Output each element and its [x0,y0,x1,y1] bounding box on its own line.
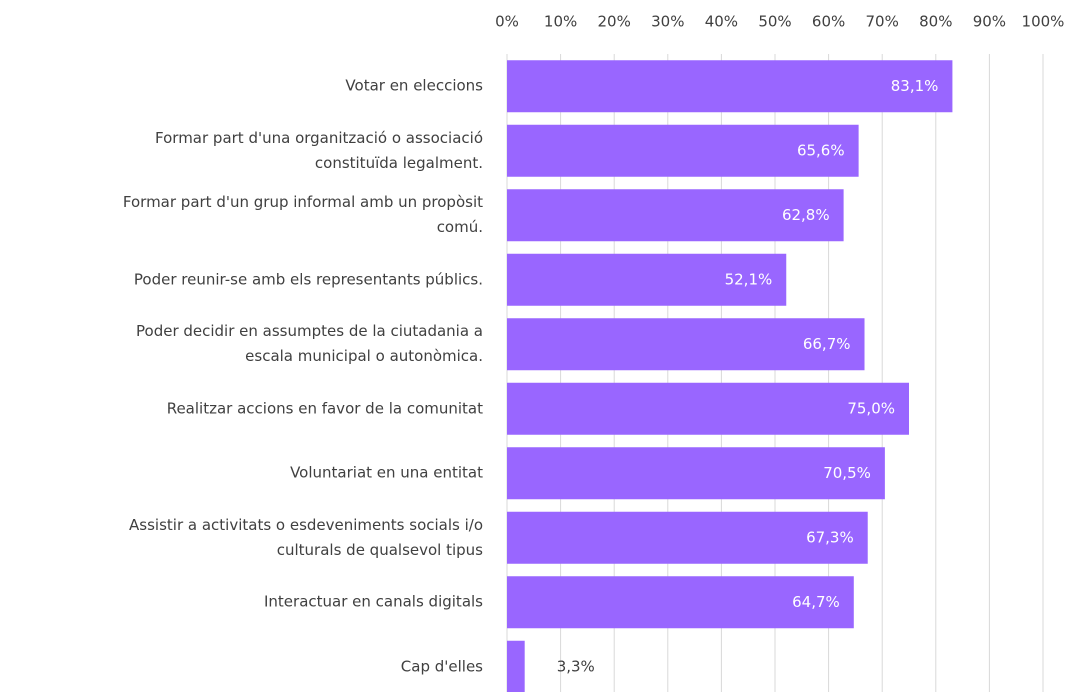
bar [507,447,885,500]
y-tick-label: Votar en eleccions [345,76,483,95]
value-label: 64,7% [792,593,840,611]
value-label: 83,1% [891,77,939,95]
y-tick-label: Formar part d'una organització o associa… [155,128,483,172]
y-tick-label: Assistir a activitats o esdeveniments so… [129,515,483,559]
x-tick-label: 0% [495,13,519,31]
x-tick-label: 70% [866,13,899,31]
x-tick-label: 40% [705,13,738,31]
value-label: 75,0% [847,399,895,417]
x-tick-label: 80% [919,13,952,31]
bar [507,124,859,177]
x-tick-label: 60% [812,13,845,31]
value-label: 65,6% [797,141,845,159]
bar [507,189,844,242]
bar [507,253,787,306]
bar [507,382,909,435]
value-label: 52,1% [725,270,773,288]
x-tick-label: 10% [544,13,577,31]
y-tick-label: Voluntariat en una entitat [290,463,483,482]
bar [507,318,865,371]
y-tick-label: Cap d'elles [400,657,483,676]
value-label: 3,3% [557,657,595,675]
y-tick-label: Formar part d'un grup informal amb un pr… [122,193,483,237]
value-label: 66,7% [803,335,851,353]
x-tick-label: 30% [651,13,684,31]
value-label: 62,8% [782,206,830,224]
y-tick-label: Interactuar en canals digitals [264,592,483,611]
x-tick-label: 90% [973,13,1006,31]
x-tick-label: 50% [758,13,791,31]
y-tick-label: Poder reunir-se amb els representants pú… [133,270,483,289]
y-tick-label: Poder decidir en assumptes de la ciutada… [136,322,483,366]
value-label: 70,5% [823,464,871,482]
bar [507,60,953,113]
x-tick-label: 20% [598,13,631,31]
bar [507,640,525,692]
y-tick-label: Realitzar accions en favor de la comunit… [166,399,483,418]
x-tick-label: 100% [1022,13,1065,31]
value-label: 67,3% [806,528,854,546]
bar [507,511,868,564]
bar [507,576,854,629]
